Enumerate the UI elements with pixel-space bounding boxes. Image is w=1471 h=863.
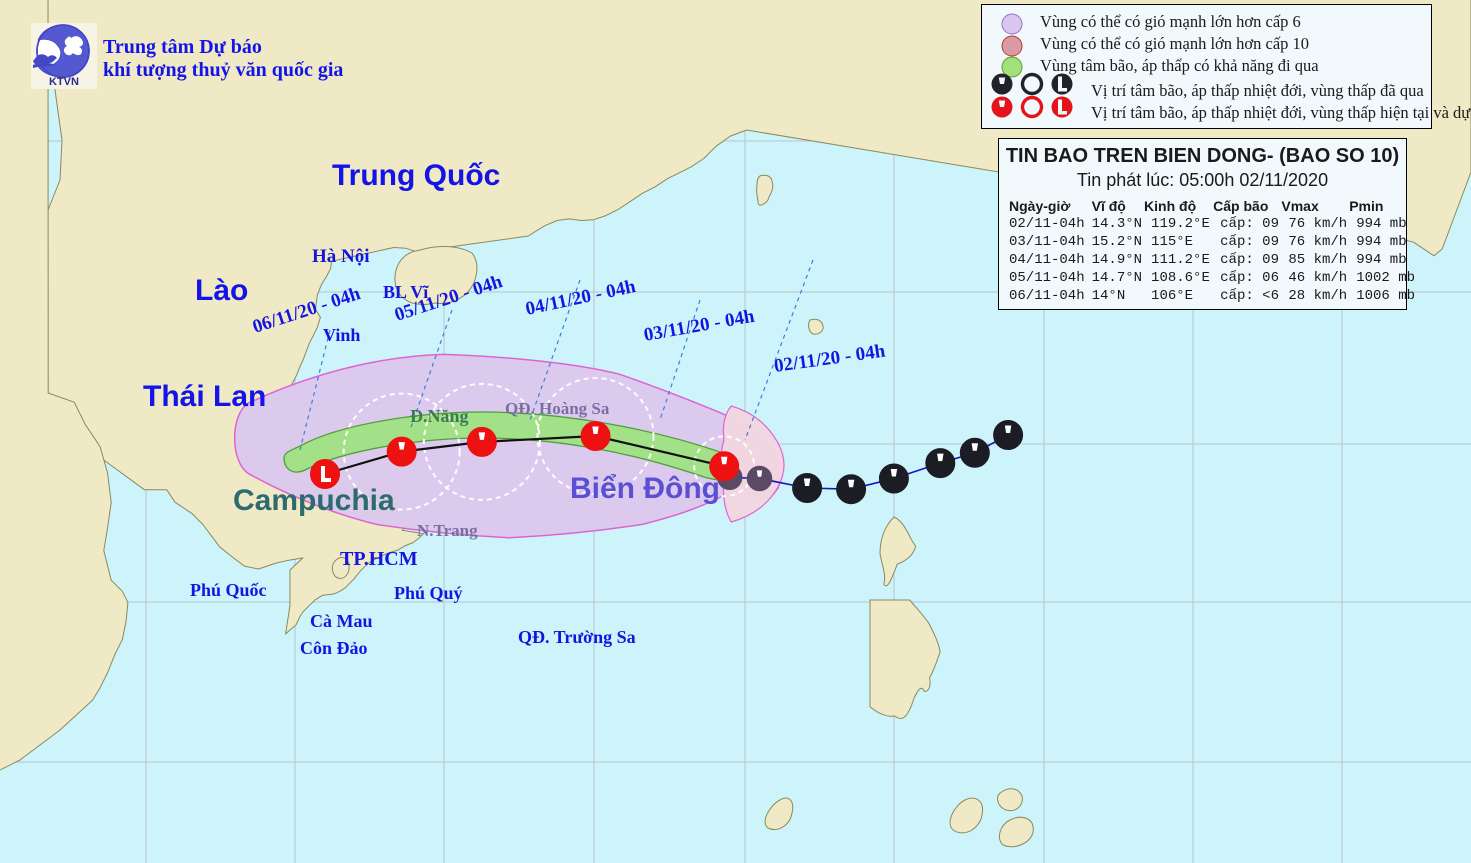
- svg-text:Biển Đông: Biển Đông: [570, 472, 720, 505]
- svg-text:QĐ. Hoàng Sa: QĐ. Hoàng Sa: [505, 399, 610, 418]
- svg-text:Côn Đảo: Côn Đảo: [300, 638, 368, 658]
- svg-text:Vinh: Vinh: [323, 325, 360, 345]
- svg-text:QĐ. Trường Sa: QĐ. Trường Sa: [518, 627, 636, 647]
- svg-text:Thái Lan: Thái Lan: [143, 380, 266, 413]
- svg-text:TP.HCM: TP.HCM: [340, 548, 418, 570]
- svg-text:N.Trang: N.Trang: [417, 521, 478, 540]
- svg-text:Lào: Lào: [195, 274, 248, 307]
- svg-text:Trung tâm Dự báo: Trung tâm Dự báo: [103, 36, 262, 58]
- svg-text:Đ.Năng: Đ.Năng: [410, 406, 469, 426]
- svg-text:Campuchia: Campuchia: [233, 484, 395, 517]
- svg-text:Trung Quốc: Trung Quốc: [332, 159, 500, 192]
- svg-text:Phú Quý: Phú Quý: [394, 583, 463, 603]
- svg-text:khí tượng thuỷ văn quốc gia: khí tượng thuỷ văn quốc gia: [103, 59, 343, 81]
- svg-text:Hà Nội: Hà Nội: [312, 246, 370, 267]
- svg-text:Cà Mau: Cà Mau: [310, 611, 373, 631]
- svg-text:Phú Quốc: Phú Quốc: [190, 580, 267, 600]
